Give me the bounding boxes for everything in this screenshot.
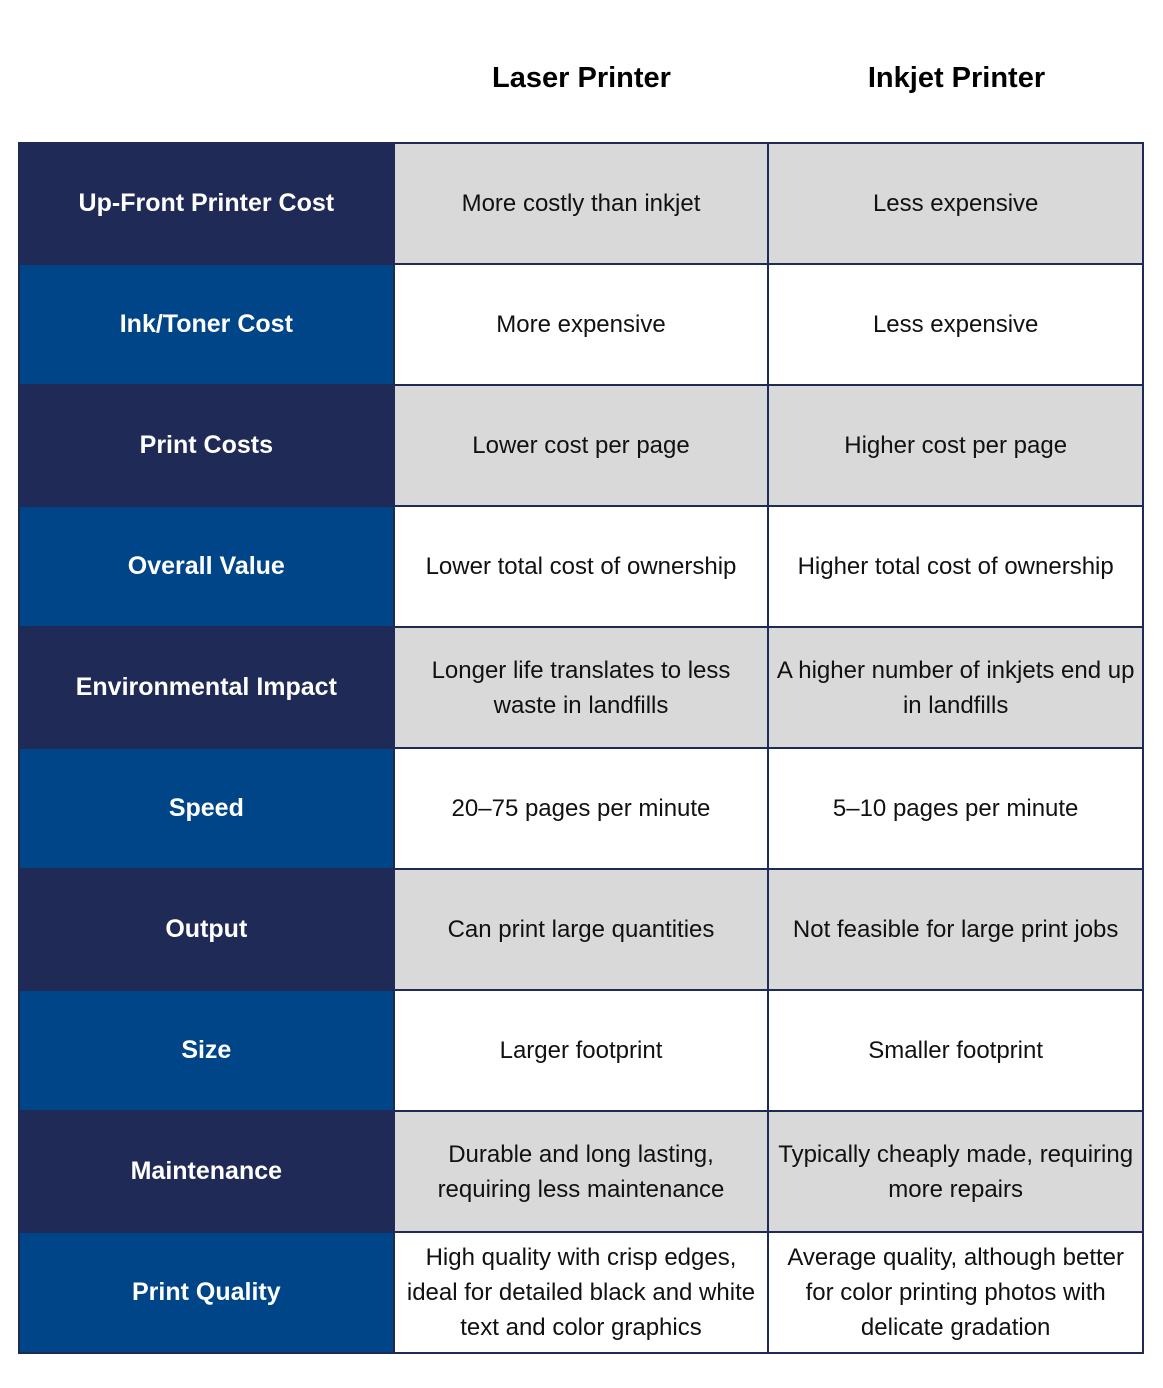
inkjet-cell: Less expensive bbox=[767, 142, 1144, 265]
laser-cell: More expensive bbox=[392, 263, 770, 386]
inkjet-cell: A higher number of inkjets end up in lan… bbox=[767, 626, 1144, 749]
inkjet-cell: Not feasible for large print jobs bbox=[767, 868, 1144, 991]
table-row: Speed 20–75 pages per minute 5–10 pages pe… bbox=[18, 747, 1144, 870]
table-row: Ink/Toner Cost More expensive Less expensi… bbox=[18, 263, 1144, 386]
row-label: Output bbox=[18, 868, 395, 991]
inkjet-cell: Higher cost per page bbox=[767, 384, 1144, 507]
laser-cell: Larger footprint bbox=[392, 989, 770, 1112]
comparison-table: Up-Front Printer Cost More costly than in… bbox=[18, 142, 1144, 1354]
table-row: Maintenance Durable and long lasting, req… bbox=[18, 1110, 1144, 1233]
inkjet-cell: Less expensive bbox=[767, 263, 1144, 386]
inkjet-cell: Typically cheaply made, requiring more r… bbox=[767, 1110, 1144, 1233]
inkjet-cell: Higher total cost of ownership bbox=[767, 505, 1144, 628]
row-label: Print Quality bbox=[18, 1231, 395, 1354]
row-label: Overall Value bbox=[18, 505, 395, 628]
laser-cell: Durable and long lasting, requiring less… bbox=[392, 1110, 770, 1233]
row-label: Environmental Impact bbox=[18, 626, 395, 749]
row-label: Speed bbox=[18, 747, 395, 870]
table-row: Output Can print large quantities Not feas… bbox=[18, 868, 1144, 991]
header-laser-printer: Laser Printer bbox=[492, 62, 671, 94]
table-row: Up-Front Printer Cost More costly than in… bbox=[18, 142, 1144, 265]
laser-cell: Longer life translates to less waste in … bbox=[392, 626, 770, 749]
inkjet-cell: Smaller footprint bbox=[767, 989, 1144, 1112]
header-inkjet-printer: Inkjet Printer bbox=[867, 62, 1046, 94]
row-label: Ink/Toner Cost bbox=[18, 263, 395, 386]
laser-cell: Lower total cost of ownership bbox=[392, 505, 770, 628]
inkjet-cell: 5–10 pages per minute bbox=[767, 747, 1144, 870]
row-label: Maintenance bbox=[18, 1110, 395, 1233]
table-row: Print Costs Lower cost per page Higher cos… bbox=[18, 384, 1144, 507]
laser-cell: 20–75 pages per minute bbox=[392, 747, 770, 870]
inkjet-cell: Average quality, although better for col… bbox=[767, 1231, 1144, 1354]
table-row: Overall Value Lower total cost of ownersh… bbox=[18, 505, 1144, 628]
laser-cell: High quality with crisp edges, ideal for… bbox=[392, 1231, 770, 1354]
table-row: Size Larger footprint Smaller footprint bbox=[18, 989, 1144, 1112]
laser-cell: Lower cost per page bbox=[392, 384, 770, 507]
table-row: Print Quality High quality with crisp edg… bbox=[18, 1231, 1144, 1354]
row-label: Up-Front Printer Cost bbox=[18, 142, 395, 265]
row-label: Print Costs bbox=[18, 384, 395, 507]
laser-cell: More costly than inkjet bbox=[392, 142, 770, 265]
row-label: Size bbox=[18, 989, 395, 1112]
table-row: Environmental Impact Longer life translat… bbox=[18, 626, 1144, 749]
laser-cell: Can print large quantities bbox=[392, 868, 770, 991]
